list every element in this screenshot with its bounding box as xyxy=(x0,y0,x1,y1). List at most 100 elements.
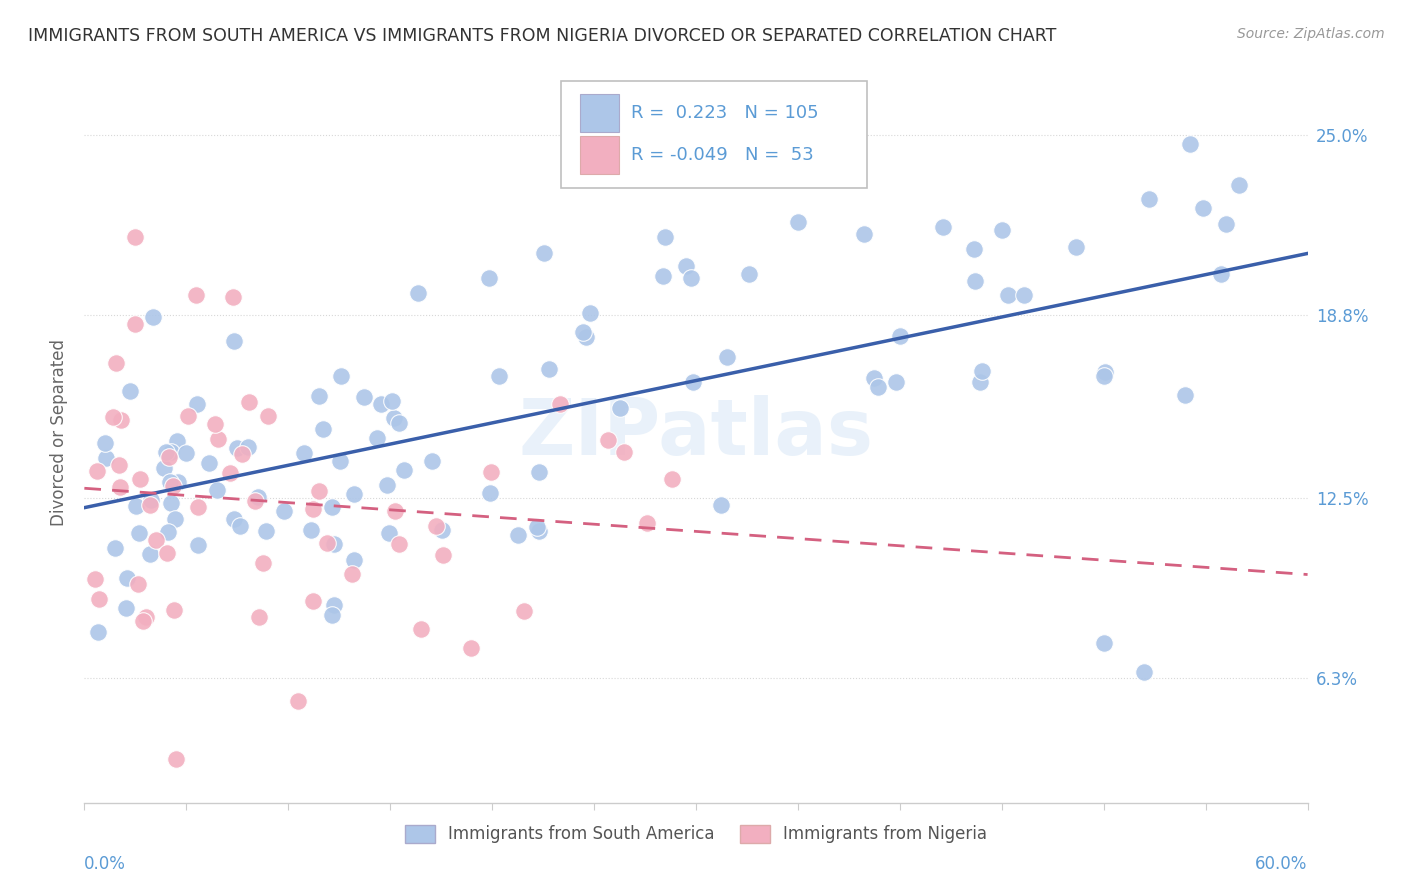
Point xyxy=(661,472,683,486)
Point xyxy=(420,454,443,468)
Point xyxy=(156,525,179,540)
Point xyxy=(94,450,117,465)
Point xyxy=(1092,636,1115,650)
Point xyxy=(409,622,432,636)
Point xyxy=(382,411,405,425)
Point xyxy=(115,601,138,615)
Point xyxy=(243,493,266,508)
Point xyxy=(654,229,676,244)
Point xyxy=(159,475,181,490)
Point xyxy=(343,487,366,501)
Point xyxy=(330,368,353,383)
Point xyxy=(512,605,534,619)
Point xyxy=(526,520,548,534)
Point xyxy=(1211,267,1233,281)
Point xyxy=(1215,217,1237,231)
Point xyxy=(198,456,221,470)
Point xyxy=(329,454,352,468)
Point xyxy=(301,502,323,516)
Point xyxy=(675,259,697,273)
Point xyxy=(129,472,152,486)
Point xyxy=(322,537,344,551)
Point xyxy=(166,434,188,448)
Point xyxy=(636,516,658,530)
Point xyxy=(236,440,259,454)
Point xyxy=(343,552,366,566)
Point xyxy=(381,394,404,409)
Point xyxy=(156,546,179,560)
Point xyxy=(529,465,551,479)
Point xyxy=(249,610,271,624)
Point xyxy=(889,329,911,343)
Point xyxy=(187,538,209,552)
Point xyxy=(932,219,955,234)
Point xyxy=(219,466,242,480)
Point xyxy=(247,490,270,504)
Point xyxy=(479,465,502,479)
Text: Source: ZipAtlas.com: Source: ZipAtlas.com xyxy=(1237,27,1385,41)
Point xyxy=(425,518,447,533)
Point xyxy=(308,389,330,403)
Point xyxy=(963,242,986,256)
Point xyxy=(167,475,190,489)
Point xyxy=(997,288,1019,302)
Point xyxy=(301,524,323,538)
Point xyxy=(226,442,249,456)
Text: IMMIGRANTS FROM SOUTH AMERICA VS IMMIGRANTS FROM NIGERIA DIVORCED OR SEPARATED C: IMMIGRANTS FROM SOUTH AMERICA VS IMMIGRA… xyxy=(28,27,1056,45)
Point xyxy=(375,477,398,491)
Text: ZIPatlas: ZIPatlas xyxy=(519,394,873,471)
Point xyxy=(139,498,162,512)
Point xyxy=(254,524,277,538)
Point xyxy=(575,329,598,343)
FancyBboxPatch shape xyxy=(579,136,619,174)
Point xyxy=(572,325,595,339)
Point xyxy=(392,463,415,477)
Point xyxy=(160,496,183,510)
Point xyxy=(384,503,406,517)
Point xyxy=(139,548,162,562)
Point xyxy=(613,445,636,459)
Point xyxy=(115,571,138,585)
Legend: Immigrants from South America, Immigrants from Nigeria: Immigrants from South America, Immigrant… xyxy=(398,818,994,850)
Point xyxy=(104,541,127,555)
Point xyxy=(162,479,184,493)
Point xyxy=(108,479,131,493)
Point xyxy=(93,435,115,450)
Point xyxy=(152,461,174,475)
Point xyxy=(460,641,482,656)
Point xyxy=(312,422,335,436)
Point xyxy=(353,390,375,404)
Point xyxy=(579,305,602,319)
Point xyxy=(862,371,884,385)
Point xyxy=(187,500,209,514)
Point xyxy=(378,526,401,541)
Point xyxy=(308,483,330,498)
Point xyxy=(387,537,409,551)
Point xyxy=(124,317,146,331)
Point xyxy=(157,450,180,464)
Point xyxy=(141,492,163,507)
Point xyxy=(321,608,343,623)
Point xyxy=(316,536,339,550)
Point xyxy=(432,523,454,537)
Point xyxy=(128,525,150,540)
Point xyxy=(652,268,675,283)
Point xyxy=(292,446,315,460)
Point xyxy=(387,416,409,430)
Point xyxy=(176,446,198,460)
Point xyxy=(127,577,149,591)
Text: R =  0.223   N = 105: R = 0.223 N = 105 xyxy=(631,103,818,122)
Point xyxy=(160,445,183,459)
Point xyxy=(238,394,260,409)
Point xyxy=(1192,201,1215,215)
Point xyxy=(302,593,325,607)
Point xyxy=(1092,368,1115,383)
Point xyxy=(681,271,703,285)
Point xyxy=(222,334,245,349)
Point xyxy=(323,598,346,612)
Point xyxy=(406,285,429,300)
Point xyxy=(866,380,889,394)
Point xyxy=(533,245,555,260)
Point xyxy=(155,445,177,459)
Point xyxy=(108,458,131,472)
